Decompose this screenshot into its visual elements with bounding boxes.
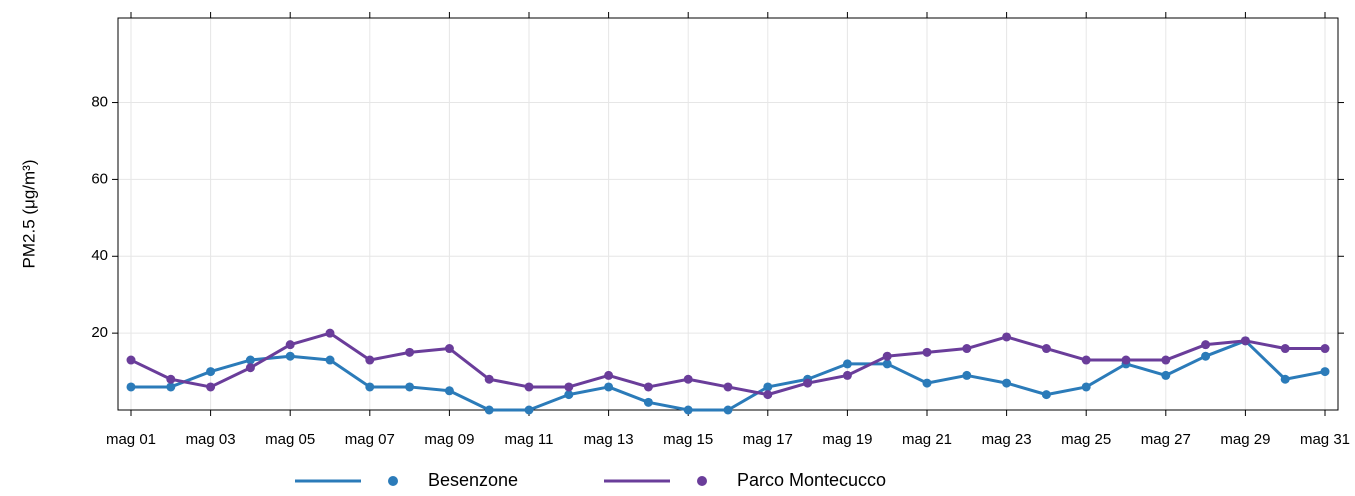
series-point xyxy=(803,378,813,388)
series-point xyxy=(365,382,375,392)
series-point xyxy=(643,382,653,392)
series-point xyxy=(763,382,773,392)
y-tick-label: 80 xyxy=(91,94,108,111)
x-tick-label: mag 31 xyxy=(1300,431,1350,448)
series-point xyxy=(564,390,574,400)
x-tick-label: mag 21 xyxy=(902,431,952,448)
legend-marker xyxy=(388,476,398,486)
series-point xyxy=(524,405,534,415)
y-tick-label: 60 xyxy=(91,170,108,187)
x-tick-label: mag 15 xyxy=(663,431,713,448)
series-point xyxy=(1041,344,1051,354)
x-tick-label: mag 11 xyxy=(505,431,554,448)
series-point xyxy=(1121,355,1131,365)
series-point xyxy=(245,355,255,365)
y-axis-label: PM2.5 (μg/m³) xyxy=(19,160,38,269)
series-point xyxy=(325,328,335,338)
series-point xyxy=(245,363,255,373)
plot-frame xyxy=(117,17,1339,411)
series-point xyxy=(1280,344,1290,354)
x-tick-label: mag 17 xyxy=(743,431,793,448)
series-point xyxy=(206,367,216,377)
x-tick-label: mag 25 xyxy=(1061,431,1111,448)
series-point xyxy=(683,374,693,384)
series-point xyxy=(285,340,295,350)
series-point xyxy=(1201,351,1211,361)
series-point xyxy=(166,382,176,392)
x-tick-label: mag 13 xyxy=(584,431,634,448)
series-line xyxy=(131,339,1326,412)
x-tick-label: mag 01 xyxy=(106,431,156,448)
series-point xyxy=(126,382,136,392)
series-point xyxy=(1002,378,1012,388)
series-point xyxy=(1320,344,1330,354)
legend-marker xyxy=(697,476,707,486)
series-point xyxy=(1280,374,1290,384)
y-tick-label: 40 xyxy=(91,247,108,264)
series-point xyxy=(922,347,932,357)
series-point xyxy=(1081,355,1091,365)
series-point xyxy=(643,397,653,407)
series-point xyxy=(604,382,614,392)
x-tick-label: mag 09 xyxy=(424,431,474,448)
series-point xyxy=(1081,382,1091,392)
series-point xyxy=(325,355,335,365)
series-point xyxy=(524,382,534,392)
series-point xyxy=(484,374,494,384)
series-point xyxy=(882,351,892,361)
x-tick-label: mag 23 xyxy=(982,431,1032,448)
series-point xyxy=(1002,332,1012,342)
series-point xyxy=(842,359,852,369)
series-point xyxy=(365,355,375,365)
series-point xyxy=(405,347,415,357)
series-point xyxy=(842,370,852,380)
x-tick-label: mag 07 xyxy=(345,431,395,448)
legend-label: Parco Montecucco xyxy=(737,470,886,490)
series-point xyxy=(763,390,773,400)
series-point xyxy=(1041,390,1051,400)
series-point xyxy=(922,378,932,388)
series-point xyxy=(484,405,494,415)
series-point xyxy=(962,370,972,380)
series-point xyxy=(126,355,136,365)
legend-label: Besenzone xyxy=(428,470,518,490)
series-point xyxy=(882,359,892,369)
series-point xyxy=(683,405,693,415)
series-point xyxy=(285,351,295,361)
series-point xyxy=(723,382,733,392)
x-tick-label: mag 29 xyxy=(1220,431,1270,448)
x-tick-label: mag 03 xyxy=(186,431,236,448)
x-tick-label: mag 27 xyxy=(1141,431,1191,448)
series-point xyxy=(166,374,176,384)
series-point xyxy=(1240,336,1250,346)
series-point xyxy=(444,344,454,354)
series-point xyxy=(962,344,972,354)
series-point xyxy=(604,370,614,380)
series-point xyxy=(723,405,733,415)
series-point xyxy=(1201,340,1211,350)
series-point xyxy=(206,382,216,392)
series-point xyxy=(405,382,415,392)
series-point xyxy=(1320,367,1330,377)
series-point xyxy=(1161,370,1171,380)
series-point xyxy=(564,382,574,392)
x-tick-label: mag 05 xyxy=(265,431,315,448)
x-tick-label: mag 19 xyxy=(822,431,872,448)
y-tick-label: 20 xyxy=(91,324,108,341)
series-point xyxy=(1161,355,1171,365)
series-point xyxy=(444,386,454,396)
